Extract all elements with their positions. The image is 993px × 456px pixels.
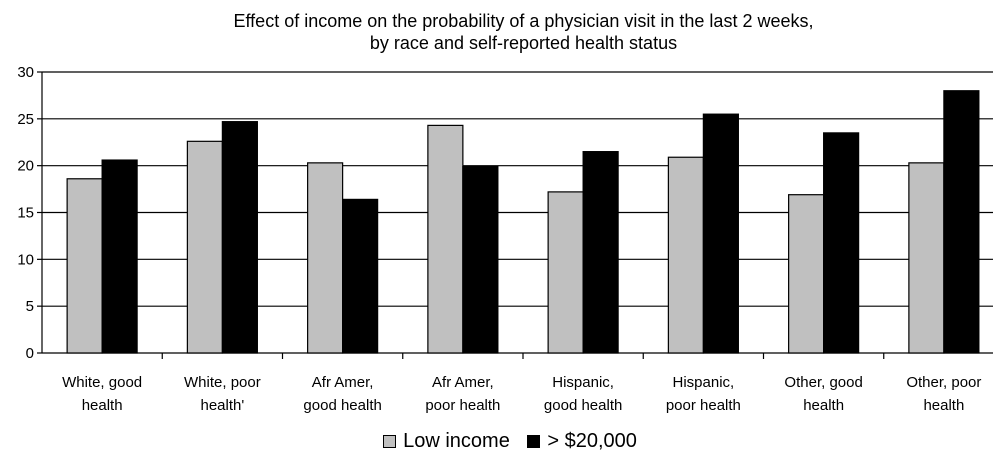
legend-label-low-income: Low income xyxy=(403,430,510,452)
bar-high-income-1 xyxy=(221,121,258,354)
y-tick-label-30: 30 xyxy=(17,64,34,81)
legend-swatch-high-income xyxy=(527,435,541,448)
bar-low-income-0 xyxy=(66,178,103,354)
x-tick-label-2-0: Afr Amer, xyxy=(312,374,374,391)
bar-low-income-5 xyxy=(667,156,704,354)
legend-label-high-income: > $20,000 xyxy=(547,430,637,452)
legend-item-low-income: Low income xyxy=(383,430,510,453)
bar-high-income-7 xyxy=(943,90,980,354)
x-tick-label-6-0: Other, good xyxy=(784,374,862,391)
y-tick-label-25: 25 xyxy=(17,111,34,128)
y-tick-label-0: 0 xyxy=(26,345,34,362)
y-tick-label-15: 15 xyxy=(17,205,34,222)
x-tick-label-3-1: poor health xyxy=(425,397,500,414)
x-tick-label-4-1: good health xyxy=(544,397,622,414)
bar-high-income-4 xyxy=(582,151,619,354)
y-tick-label-10: 10 xyxy=(17,251,34,268)
x-tick-label-3-0: Afr Amer, xyxy=(432,374,494,391)
bar-high-income-3 xyxy=(462,166,499,354)
x-tick-label-1-0: White, poor xyxy=(184,374,261,391)
legend: Low income > $20,000 xyxy=(0,430,993,454)
x-tick-label-1-1: health' xyxy=(201,397,245,414)
x-tick-label-7-0: Other, poor xyxy=(906,374,981,391)
bar-high-income-2 xyxy=(342,198,379,354)
x-tick-label-0-0: White, good xyxy=(62,374,142,391)
bar-low-income-4 xyxy=(547,191,584,354)
bar-low-income-6 xyxy=(788,194,825,354)
bar-low-income-3 xyxy=(427,124,464,354)
x-tick-label-6-1: health xyxy=(803,397,844,414)
bar-low-income-7 xyxy=(908,162,945,354)
y-tick-label-5: 5 xyxy=(26,298,34,315)
chart-title-line-1: Effect of income on the probability of a… xyxy=(233,11,814,31)
x-tick-label-5-1: poor health xyxy=(666,397,741,414)
legend-swatch-low-income xyxy=(383,435,397,448)
x-tick-label-7-1: health xyxy=(923,397,964,414)
x-tick-label-0-1: health xyxy=(82,397,123,414)
x-tick-label-4-0: Hispanic, xyxy=(552,374,614,391)
x-tick-label-2-1: good health xyxy=(303,397,381,414)
bar-high-income-6 xyxy=(823,132,860,354)
bar-low-income-1 xyxy=(186,140,223,354)
chart-title-line-2: by race and self-reported health status xyxy=(369,33,678,53)
bar-high-income-5 xyxy=(702,113,739,354)
bar-low-income-2 xyxy=(307,162,344,354)
bar-high-income-0 xyxy=(101,159,138,354)
x-tick-label-5-0: Hispanic, xyxy=(673,374,735,391)
legend-item-high-income: > $20,000 xyxy=(527,430,637,453)
y-tick-label-20: 20 xyxy=(17,158,34,175)
